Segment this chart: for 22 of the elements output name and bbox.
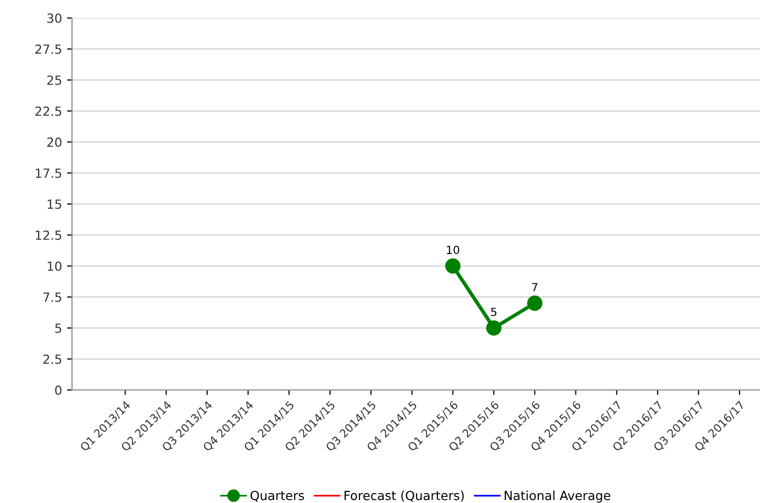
y-tick-label: 27.5 [35, 44, 62, 54]
y-tick-label: 30 [47, 13, 62, 23]
legend-label: Quarters [250, 490, 304, 502]
y-tick-label: 2.5 [43, 354, 62, 364]
y-tick-label: 22.5 [35, 106, 62, 116]
y-tick-label: 20 [47, 137, 62, 147]
point [445, 258, 460, 274]
data-label: 5 [491, 308, 496, 316]
y-tick-label: 5 [55, 324, 62, 333]
data-label: 7 [532, 283, 538, 292]
y-tick-label: 15 [48, 200, 62, 209]
y-tick-label: 17.5 [36, 168, 62, 178]
y-tick-label: 0 [55, 385, 62, 395]
y-tick-label: 7.5 [43, 292, 62, 302]
y-tick-label: 12.5 [36, 230, 62, 240]
data-label: 10 [447, 246, 460, 254]
point [527, 296, 542, 311]
legend-label: Forecast (Quarters) [344, 490, 464, 502]
y-tick-label: 25 [47, 75, 62, 85]
y-tick-label: 10 [48, 261, 62, 271]
point [486, 320, 502, 336]
legend-label: National Average [504, 490, 610, 503]
